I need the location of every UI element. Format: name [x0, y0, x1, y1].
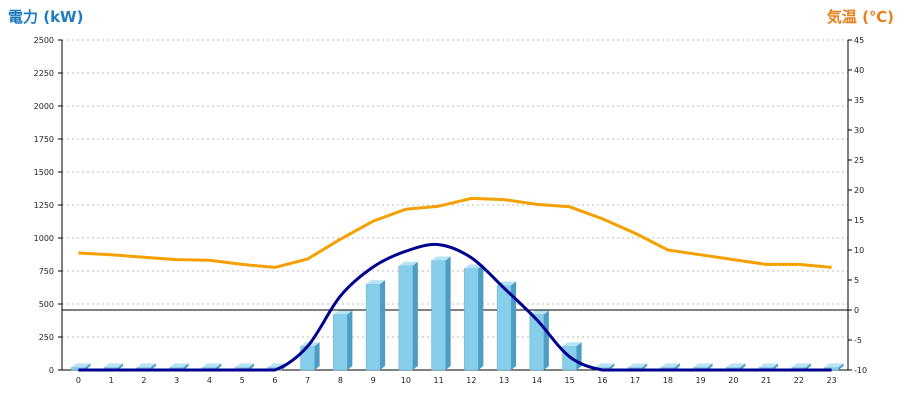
- x-tick-label: 7: [305, 376, 310, 385]
- bar: [562, 342, 582, 371]
- bar: [464, 264, 484, 371]
- x-tick-label: 17: [630, 376, 640, 385]
- bar: [398, 261, 418, 371]
- x-tick-label: 5: [240, 376, 245, 385]
- right-tick-label: 5: [854, 276, 859, 285]
- x-tick-label: 3: [174, 376, 179, 385]
- bar: [365, 280, 386, 371]
- x-tick-label: 9: [371, 376, 376, 385]
- x-tick-label: 13: [499, 376, 509, 385]
- right-tick-label: -10: [854, 366, 867, 375]
- left-axis-title: 電力 (kW): [8, 8, 84, 26]
- x-tick-label: 2: [141, 376, 146, 385]
- power-curve-line: [78, 242, 832, 372]
- x-tick-label: 14: [532, 376, 542, 385]
- right-tick-label: -5: [854, 336, 862, 345]
- left-tick-label: 1500: [34, 168, 54, 177]
- temperature-line: [78, 196, 832, 269]
- x-tick-label: 10: [401, 376, 411, 385]
- x-tick-label: 12: [466, 376, 476, 385]
- bar: [431, 256, 451, 371]
- bar: [529, 310, 549, 371]
- x-tick-label: 21: [761, 376, 771, 385]
- right-tick-label: 35: [854, 96, 864, 105]
- left-tick-label: 1750: [34, 135, 54, 144]
- x-tick-label: 22: [794, 376, 804, 385]
- left-tick-label: 750: [39, 267, 54, 276]
- bar: [300, 342, 320, 371]
- right-tick-label: 10: [854, 246, 864, 255]
- left-tick-label: 2500: [34, 36, 54, 45]
- x-tick-label: 16: [597, 376, 607, 385]
- bar: [333, 310, 353, 371]
- x-tick-label: 23: [827, 376, 837, 385]
- left-tick-label: 2250: [34, 69, 54, 78]
- x-tick-label: 1: [109, 376, 114, 385]
- left-tick-label: 1250: [34, 201, 54, 210]
- right-tick-label: 25: [854, 156, 864, 165]
- x-tick-label: 19: [696, 376, 706, 385]
- x-tick-label: 0: [76, 376, 81, 385]
- left-tick-label: 250: [39, 333, 54, 342]
- right-tick-label: 40: [854, 66, 864, 75]
- bar: [496, 281, 517, 371]
- x-tick-label: 11: [434, 376, 444, 385]
- x-tick-label: 18: [663, 376, 673, 385]
- x-tick-label: 4: [207, 376, 212, 385]
- x-tick-label: 15: [565, 376, 575, 385]
- x-tick-label: 8: [338, 376, 343, 385]
- x-tick-label: 20: [728, 376, 738, 385]
- right-tick-label: 0: [854, 306, 859, 315]
- right-tick-label: 30: [854, 126, 864, 135]
- left-tick-label: 1000: [34, 234, 54, 243]
- left-tick-label: 2000: [34, 102, 54, 111]
- x-tick-label: 6: [272, 376, 277, 385]
- left-tick-label: 500: [39, 300, 54, 309]
- right-axis-title: 気温 (℃): [826, 8, 894, 26]
- right-tick-label: 45: [854, 36, 864, 45]
- right-tick-label: 15: [854, 216, 864, 225]
- left-tick-label: 0: [49, 366, 54, 375]
- right-tick-label: 20: [854, 186, 864, 195]
